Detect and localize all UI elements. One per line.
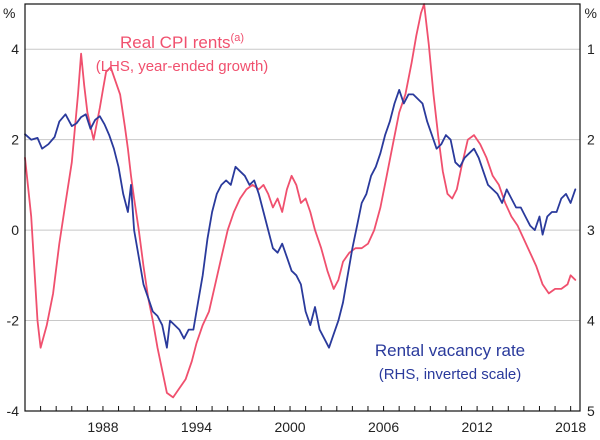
series-line-real-cpi-rents (24, 3, 577, 399)
right-tick-label: 3 (587, 222, 595, 238)
left-tick-label: -4 (7, 403, 20, 419)
x-tick-label: 2012 (462, 419, 493, 435)
plot-lines (24, 3, 577, 399)
x-tick-label: 2006 (368, 419, 399, 435)
left-tick-label: 4 (11, 41, 19, 57)
series-label-real-cpi-rents: Real CPI rents(a) (120, 32, 244, 52)
series-label-rental-vacancy-rate: Rental vacancy rate (375, 341, 525, 360)
x-tick-label: 2018 (555, 419, 586, 435)
axis-labels: 4 2 0 -2 -4 1 2 3 4 5 1988 1994 2000 2006 2012 2018 (7, 41, 595, 435)
left-tick-label: 2 (11, 132, 19, 148)
right-tick-label: 4 (587, 313, 595, 329)
right-tick-label: 1 (587, 41, 595, 57)
series-note-rental-vacancy-rate: (RHS, inverted scale) (379, 366, 522, 383)
gridlines (25, 48, 580, 412)
series-note-real-cpi-rents: (LHS, year-ended growth) (96, 58, 269, 75)
left-tick-label: 0 (11, 222, 19, 238)
right-tick-label: 5 (587, 403, 595, 419)
series-line-rental-vacancy-rate (24, 89, 577, 349)
x-tick-label: 2000 (274, 419, 305, 435)
right-tick-label: 2 (587, 132, 595, 148)
right-axis-unit: % (585, 5, 597, 21)
plot-frame (24, 3, 581, 412)
x-axis-ticks (24, 406, 572, 411)
left-axis-unit: % (3, 5, 15, 21)
left-tick-label: -2 (7, 313, 20, 329)
series-superscript-real-cpi-rents: (a) (231, 32, 244, 44)
x-tick-label: 1994 (181, 419, 212, 435)
x-tick-label: 1988 (87, 419, 118, 435)
series-name-real-cpi-rents: Real CPI rents (120, 33, 231, 52)
